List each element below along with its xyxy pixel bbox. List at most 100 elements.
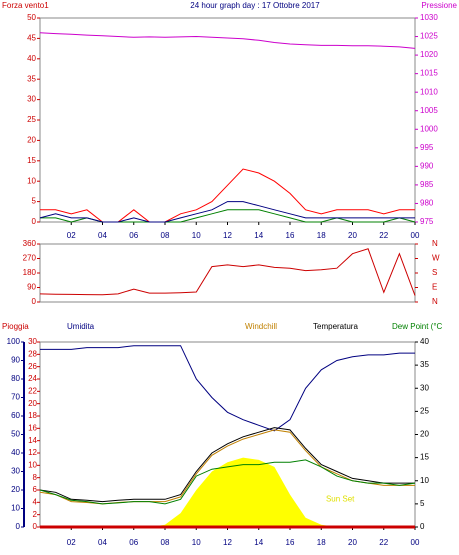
x-tick-label: 18	[317, 538, 326, 547]
legend-label: Umidita	[67, 322, 95, 331]
tick-label: 1010	[420, 87, 438, 96]
tick-label: N	[432, 297, 438, 306]
tick-label: 40	[11, 448, 20, 457]
x-tick-label: 10	[192, 538, 201, 547]
tick-label: 90	[11, 356, 20, 365]
x-tick-label: 14	[254, 231, 263, 240]
x-tick-label: 16	[286, 231, 295, 240]
x-tick-label: 02	[67, 231, 76, 240]
x-tick-label: 04	[98, 231, 107, 240]
tick-label: 80	[11, 374, 20, 383]
tick-label: 60	[11, 411, 20, 420]
tick-label: 10	[28, 460, 37, 469]
tick-label: 50	[27, 13, 36, 22]
tick-label: 15	[420, 453, 429, 462]
tick-label: 985	[420, 180, 434, 189]
x-tick-label: 20	[348, 538, 357, 547]
tick-label: 30	[27, 95, 36, 104]
tick-label: 10	[420, 476, 429, 485]
tick-label: 990	[420, 161, 434, 170]
tick-label: 25	[27, 115, 36, 124]
tick-label: 1020	[420, 50, 438, 59]
tick-label: 40	[420, 337, 429, 346]
tick-label: 4	[33, 497, 38, 506]
tick-label: 1030	[420, 13, 438, 22]
tick-label: 18	[28, 411, 37, 420]
tick-label: 25	[420, 406, 429, 415]
line	[39, 201, 415, 223]
tick-label: 0	[420, 522, 425, 531]
tick-label: 30	[11, 467, 20, 476]
tick-label: 0	[32, 297, 37, 306]
tick-label: 8	[33, 473, 38, 482]
x-tick-label: 22	[379, 231, 388, 240]
tick-label: 28	[28, 349, 37, 358]
x-tick-label: 02	[67, 538, 76, 547]
x-tick-label: 08	[161, 231, 170, 240]
tick-label: 20	[11, 485, 20, 494]
line	[39, 248, 416, 296]
tick-label: 980	[420, 199, 434, 208]
tick-label: 1025	[420, 32, 438, 41]
line	[39, 427, 415, 503]
tick-label: 20	[420, 430, 429, 439]
tick-label: 0	[32, 217, 37, 226]
tick-label: 90	[27, 283, 36, 292]
tick-label: 12	[28, 448, 37, 457]
x-tick-label: 06	[129, 538, 138, 547]
tick-label: 180	[23, 268, 37, 277]
tick-label: 10	[27, 176, 36, 185]
tick-label: 26	[28, 362, 37, 371]
tick-label: 35	[27, 74, 36, 83]
x-tick-label: 14	[254, 538, 263, 547]
tick-label: 2	[33, 510, 38, 519]
tick-label: S	[432, 268, 437, 277]
tick-label: 16	[28, 423, 37, 432]
x-tick-label: 16	[286, 538, 295, 547]
tick-label: 1000	[420, 124, 438, 133]
x-tick-label: 10	[192, 231, 201, 240]
x-tick-label: 00	[411, 231, 420, 240]
tick-label: 24	[28, 374, 37, 383]
tick-label: 360	[23, 239, 37, 248]
tick-label: 975	[420, 217, 434, 226]
tick-label: 5	[32, 197, 37, 206]
tick-label: 0	[16, 522, 21, 531]
x-tick-label: 04	[98, 538, 107, 547]
tick-label: 10	[11, 504, 20, 513]
tick-label: 20	[28, 399, 37, 408]
area	[40, 457, 415, 527]
tick-label: 100	[7, 337, 21, 346]
tick-label: 270	[23, 254, 37, 263]
tick-label: 30	[420, 383, 429, 392]
tick-label: 40	[27, 54, 36, 63]
tick-label: 1015	[420, 69, 438, 78]
legend-label: Pioggia	[2, 322, 29, 331]
tick-label: 30	[28, 337, 37, 346]
tick-label: 15	[27, 156, 36, 165]
tick-label: N	[432, 239, 438, 248]
tick-label: 5	[420, 499, 425, 508]
y-axis-label: Forza vento1	[2, 1, 49, 10]
tick-label: W	[432, 254, 440, 263]
line	[39, 32, 416, 49]
tick-label: 995	[420, 143, 434, 152]
x-tick-label: 22	[379, 538, 388, 547]
legend-label: Windchill	[245, 322, 277, 331]
x-tick-label: 00	[411, 538, 420, 547]
x-tick-label: 06	[129, 231, 138, 240]
tick-label: 45	[27, 34, 36, 43]
legend-label: Temperatura	[313, 322, 358, 331]
tick-label: 0	[33, 522, 38, 531]
x-tick-label: 08	[161, 538, 170, 547]
chart-title: 24 hour graph day : 17 Ottobre 2017	[190, 1, 320, 10]
x-tick-label: 12	[223, 538, 232, 547]
legend-label: Dew Point (°C	[392, 322, 443, 331]
annotation: Sun Set	[326, 494, 355, 503]
tick-label: 22	[28, 386, 37, 395]
tick-label: 14	[28, 436, 37, 445]
tick-label: 20	[27, 136, 36, 145]
line	[39, 459, 416, 505]
